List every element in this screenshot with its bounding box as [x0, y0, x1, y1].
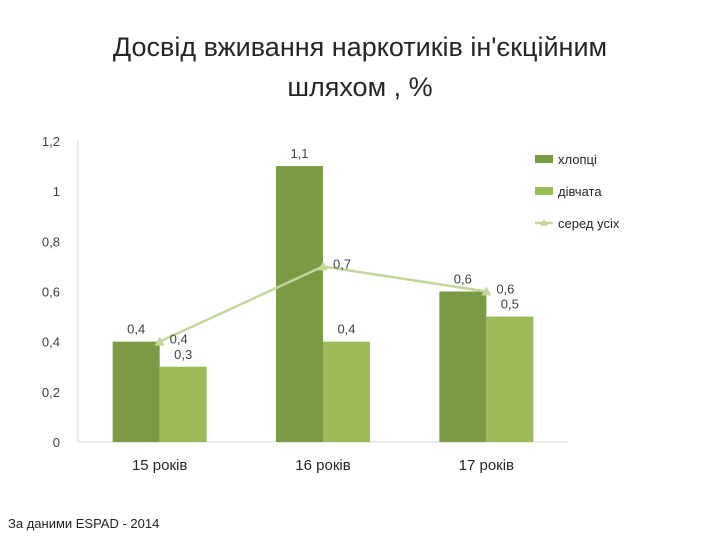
bar-girls	[323, 341, 370, 442]
x-tick-label: 16 років	[295, 457, 350, 474]
y-tick-label: 1	[53, 184, 60, 199]
line-data-label: 0,7	[333, 256, 351, 271]
bar-data-label: 0,5	[501, 297, 519, 312]
bar-girls	[159, 366, 207, 442]
y-tick-label: 1,2	[42, 134, 60, 149]
y-tick-label: 0,8	[42, 234, 60, 249]
chart-title-line-2: шляхом , %	[287, 72, 433, 102]
y-tick-label: 0,4	[42, 335, 60, 350]
line-marker	[481, 286, 492, 296]
legend-swatch	[535, 155, 553, 163]
legend-marker	[540, 219, 548, 226]
bar-girls	[486, 316, 534, 442]
bar-data-label: 0,4	[127, 322, 145, 337]
bar-boys	[439, 291, 487, 442]
x-tick-label: 15 років	[132, 457, 187, 474]
y-tick-label: 0	[53, 435, 60, 450]
chart-title-line-1: Досвід вживання наркотиків ін'єкційним	[112, 32, 608, 62]
bar-boys	[112, 341, 160, 442]
y-tick-label: 0,2	[42, 385, 60, 400]
legend-label: хлопці	[558, 152, 597, 167]
line-data-label: 0,6	[496, 282, 514, 297]
y-tick-label: 0,6	[42, 285, 60, 300]
line-data-label: 0,4	[170, 332, 188, 347]
bar-data-label: 0,6	[454, 272, 472, 287]
bar-data-label: 0,4	[337, 322, 355, 337]
legend-swatch	[535, 187, 553, 195]
line-marker	[154, 336, 165, 346]
source-note: За даними ESPAD - 2014	[8, 516, 160, 531]
legend-label: серед усіх	[558, 216, 620, 231]
bar-boys	[276, 166, 323, 443]
bar-data-label: 0,3	[174, 347, 192, 362]
legend-label: дівчата	[558, 184, 602, 199]
line-marker	[318, 261, 328, 271]
bar-data-label: 1,1	[290, 146, 308, 161]
x-tick-label: 17 років	[459, 457, 514, 474]
